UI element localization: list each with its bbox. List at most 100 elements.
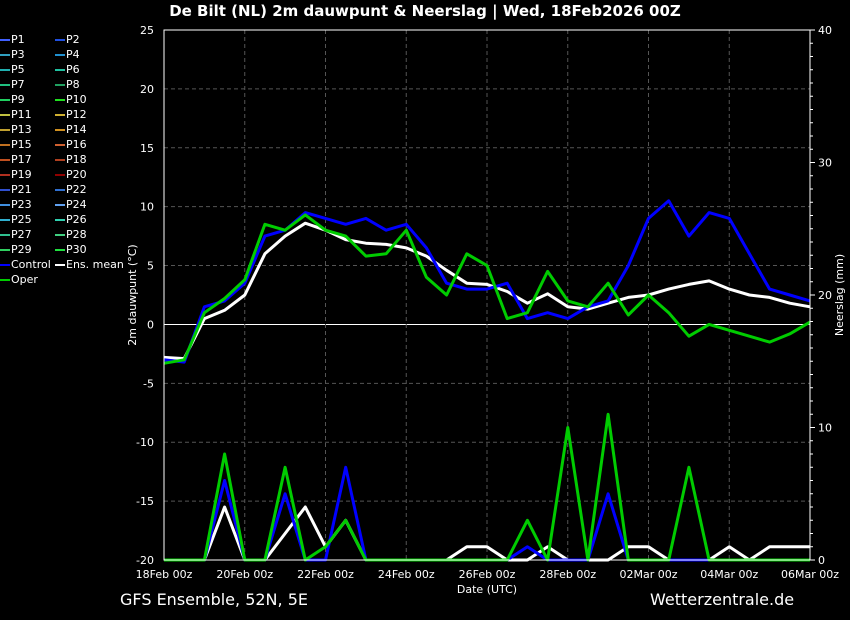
legend-label: P16 bbox=[66, 138, 87, 151]
x-tick-label: 28Feb 00z bbox=[539, 568, 596, 581]
legend-label: P15 bbox=[11, 138, 32, 151]
legend-swatch bbox=[55, 84, 65, 86]
legend-swatch bbox=[55, 159, 65, 161]
legend-swatch bbox=[55, 219, 65, 221]
legend-item: Oper bbox=[0, 272, 38, 287]
legend-item: P28 bbox=[55, 227, 87, 242]
ens-mean-dewpoint-line bbox=[163, 221, 811, 361]
legend-item: P6 bbox=[55, 62, 80, 77]
y2-tick-label: 0 bbox=[818, 554, 825, 567]
legend-label: P17 bbox=[11, 153, 32, 166]
legend-label: P23 bbox=[11, 198, 32, 211]
legend-item: P22 bbox=[55, 182, 87, 197]
legend-item: P21 bbox=[0, 182, 32, 197]
legend-item: P14 bbox=[55, 122, 87, 137]
legend-label: P6 bbox=[66, 63, 80, 76]
legend-label: P19 bbox=[11, 168, 32, 181]
legend-item: P27 bbox=[0, 227, 32, 242]
legend-label: P2 bbox=[66, 33, 80, 46]
legend-item: P3 bbox=[0, 47, 25, 62]
legend-label: P26 bbox=[66, 213, 87, 226]
legend-swatch bbox=[0, 129, 10, 131]
legend-swatch bbox=[55, 174, 65, 176]
legend-swatch bbox=[0, 249, 10, 251]
model-label: GFS Ensemble, 52N, 5E bbox=[120, 590, 308, 609]
legend-item: P10 bbox=[55, 92, 87, 107]
x-axis-label: Date (UTC) bbox=[457, 583, 517, 596]
legend-label: Ens. mean bbox=[66, 258, 124, 271]
legend-label: P20 bbox=[66, 168, 87, 181]
legend-swatch bbox=[0, 54, 10, 56]
legend-label: P18 bbox=[66, 153, 87, 166]
control-dewpoint-line bbox=[163, 199, 811, 364]
x-tick-label: 24Feb 00z bbox=[378, 568, 435, 581]
legend-label: P27 bbox=[11, 228, 32, 241]
y2-tick-label: 10 bbox=[818, 422, 832, 435]
legend-label: P10 bbox=[66, 93, 87, 106]
legend-swatch bbox=[0, 69, 10, 71]
x-tick-label: 20Feb 00z bbox=[216, 568, 273, 581]
legend-label: P13 bbox=[11, 123, 32, 136]
chart-title: De Bilt (NL) 2m dauwpunt & Neerslag | We… bbox=[169, 2, 681, 20]
y-axis-label: 2m dauwpunt (°C) bbox=[126, 244, 139, 345]
legend-swatch bbox=[0, 189, 10, 191]
legend-label: P9 bbox=[11, 93, 25, 106]
site-label: Wetterzentrale.de bbox=[650, 590, 795, 609]
legend-label: P24 bbox=[66, 198, 87, 211]
legend-swatch bbox=[0, 99, 10, 101]
y-tick-label: 5 bbox=[147, 260, 154, 273]
plot-frame bbox=[163, 29, 811, 561]
legend-swatch bbox=[0, 204, 10, 206]
legend-swatch bbox=[0, 114, 10, 116]
legend-item: P1 bbox=[0, 32, 25, 47]
legend-label: P25 bbox=[11, 213, 32, 226]
legend-item: P26 bbox=[55, 212, 87, 227]
legend-item: P17 bbox=[0, 152, 32, 167]
legend-swatch bbox=[55, 39, 65, 41]
legend-item: P4 bbox=[55, 47, 80, 62]
legend-item: P23 bbox=[0, 197, 32, 212]
legend-label: P12 bbox=[66, 108, 87, 121]
legend-label: P28 bbox=[66, 228, 87, 241]
legend-label: P22 bbox=[66, 183, 87, 196]
legend-item: P18 bbox=[55, 152, 87, 167]
x-tick-label: 22Feb 00z bbox=[297, 568, 354, 581]
oper-dewpoint-line bbox=[163, 213, 811, 365]
legend-label: P7 bbox=[11, 78, 25, 91]
legend-item: P2 bbox=[55, 32, 80, 47]
legend-item: P16 bbox=[55, 137, 87, 152]
legend-item: P30 bbox=[55, 242, 87, 257]
legend-label: P30 bbox=[66, 243, 87, 256]
legend-swatch bbox=[0, 264, 10, 266]
legend-item: Control bbox=[0, 257, 51, 272]
legend-swatch bbox=[55, 189, 65, 191]
y2-tick-label: 40 bbox=[818, 24, 832, 37]
legend-swatch bbox=[0, 174, 10, 176]
x-tick-label: 26Feb 00z bbox=[459, 568, 516, 581]
legend-label: P11 bbox=[11, 108, 32, 121]
legend-item: P19 bbox=[0, 167, 32, 182]
grid-lines bbox=[163, 29, 811, 561]
legend-label: Control bbox=[11, 258, 51, 271]
x-tick-label: 18Feb 00z bbox=[136, 568, 193, 581]
legend-swatch bbox=[55, 144, 65, 146]
y-tick-label: 15 bbox=[140, 142, 154, 155]
legend-label: P4 bbox=[66, 48, 80, 61]
legend-item: P20 bbox=[55, 167, 87, 182]
legend-item: P8 bbox=[55, 77, 80, 92]
legend-label: P21 bbox=[11, 183, 32, 196]
legend-label: P5 bbox=[11, 63, 25, 76]
legend-swatch bbox=[55, 204, 65, 206]
legend-label: P8 bbox=[66, 78, 80, 91]
legend-item: P11 bbox=[0, 107, 32, 122]
legend-swatch bbox=[0, 84, 10, 86]
y-tick-label: 25 bbox=[140, 24, 154, 37]
y-tick-label: -15 bbox=[136, 495, 154, 508]
y-tick-label: -10 bbox=[136, 436, 154, 449]
y2-tick-label: 30 bbox=[818, 157, 832, 170]
x-tick-label: 02Mar 00z bbox=[619, 568, 677, 581]
legend-swatch bbox=[0, 279, 10, 281]
